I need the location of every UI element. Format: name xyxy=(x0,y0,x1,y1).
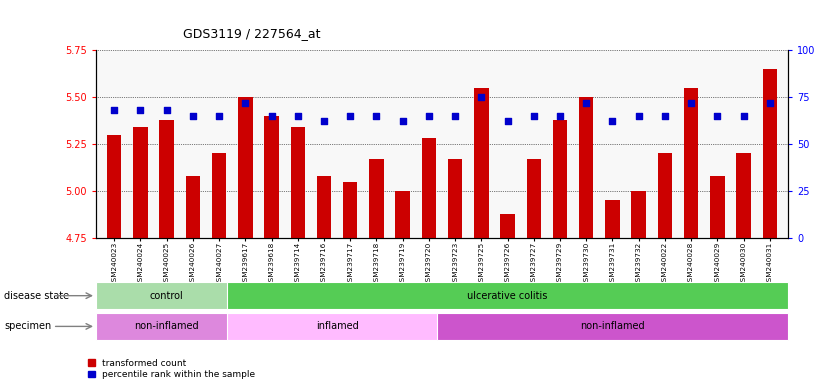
Bar xyxy=(369,159,384,238)
Bar xyxy=(526,159,541,238)
Point xyxy=(369,113,383,119)
Point xyxy=(265,113,279,119)
Point xyxy=(632,113,646,119)
Legend: transformed count, percentile rank within the sample: transformed count, percentile rank withi… xyxy=(88,359,255,379)
Point xyxy=(422,113,435,119)
Bar xyxy=(736,153,751,238)
Point xyxy=(318,118,331,124)
Point xyxy=(160,107,173,113)
Bar xyxy=(212,153,226,238)
Bar xyxy=(710,176,725,238)
Point xyxy=(186,113,199,119)
Bar xyxy=(186,176,200,238)
Point xyxy=(737,113,751,119)
Bar xyxy=(395,191,409,238)
Bar xyxy=(107,135,122,238)
Bar xyxy=(290,127,305,238)
Bar xyxy=(317,176,331,238)
Point xyxy=(658,113,671,119)
Point xyxy=(685,99,698,106)
Bar xyxy=(658,153,672,238)
Bar xyxy=(684,88,698,238)
Bar xyxy=(239,97,253,238)
Point xyxy=(475,94,488,100)
Point xyxy=(213,113,226,119)
Point xyxy=(553,113,566,119)
Point xyxy=(711,113,724,119)
Point xyxy=(527,113,540,119)
Bar xyxy=(500,214,515,238)
Point xyxy=(291,113,304,119)
Bar xyxy=(133,127,148,238)
Bar xyxy=(159,119,174,238)
Bar xyxy=(448,159,462,238)
Bar xyxy=(579,97,594,238)
Text: specimen: specimen xyxy=(4,321,52,331)
Point xyxy=(580,99,593,106)
Point xyxy=(133,107,147,113)
Point xyxy=(501,118,515,124)
Bar xyxy=(422,138,436,238)
Text: non-inflamed: non-inflamed xyxy=(134,321,199,331)
Text: control: control xyxy=(150,291,183,301)
Text: GDS3119 / 227564_at: GDS3119 / 227564_at xyxy=(183,27,321,40)
Bar xyxy=(631,191,646,238)
Point xyxy=(396,118,409,124)
Text: disease state: disease state xyxy=(4,291,69,301)
Text: non-inflamed: non-inflamed xyxy=(580,321,645,331)
Point xyxy=(239,99,252,106)
Bar xyxy=(343,182,358,238)
Bar xyxy=(762,69,777,238)
Bar xyxy=(553,119,567,238)
Point xyxy=(344,113,357,119)
Text: inflamed: inflamed xyxy=(316,321,359,331)
Point xyxy=(108,107,121,113)
Text: ulcerative colitis: ulcerative colitis xyxy=(467,291,548,301)
Point xyxy=(605,118,619,124)
Point xyxy=(449,113,462,119)
Point xyxy=(763,99,776,106)
Bar xyxy=(475,88,489,238)
Bar xyxy=(605,200,620,238)
Bar xyxy=(264,116,279,238)
